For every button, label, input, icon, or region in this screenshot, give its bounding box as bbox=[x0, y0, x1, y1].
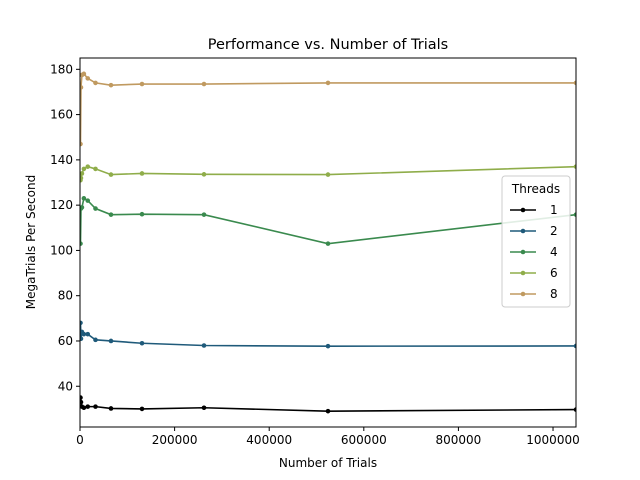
data-point bbox=[108, 172, 114, 177]
legend: Threads 1 2 4 6 8 bbox=[501, 175, 571, 308]
data-point bbox=[85, 164, 91, 169]
legend-entry-1: 1 bbox=[510, 203, 558, 217]
data-point bbox=[325, 241, 331, 246]
data-point bbox=[325, 172, 331, 177]
data-point bbox=[81, 166, 87, 172]
legend-entry-2: 2 bbox=[510, 224, 558, 238]
series-1 bbox=[80, 395, 576, 414]
legend-swatch-marker bbox=[520, 228, 526, 234]
y-tick-label: 40 bbox=[58, 379, 73, 393]
data-point bbox=[573, 80, 576, 86]
y-tick-label: 160 bbox=[50, 108, 73, 122]
series-line-2 bbox=[80, 322, 576, 347]
y-tick-label: 180 bbox=[50, 62, 73, 76]
series-8 bbox=[80, 71, 576, 147]
data-point bbox=[80, 171, 85, 176]
x-tick-label: 600000 bbox=[341, 433, 387, 447]
data-point bbox=[573, 343, 576, 349]
legend-label: 1 bbox=[550, 203, 558, 217]
data-point bbox=[85, 404, 91, 409]
data-point bbox=[139, 340, 145, 346]
data-point bbox=[85, 198, 91, 203]
data-point bbox=[201, 172, 207, 177]
data-point bbox=[325, 343, 331, 349]
data-point bbox=[108, 406, 114, 411]
data-point bbox=[108, 82, 114, 88]
data-point bbox=[139, 211, 145, 217]
y-tick-label: 120 bbox=[50, 198, 73, 212]
legend-swatch-marker bbox=[520, 291, 526, 297]
x-tick-label: 0 bbox=[76, 433, 84, 447]
data-point bbox=[80, 175, 84, 181]
data-point bbox=[201, 343, 207, 348]
data-point bbox=[80, 320, 83, 326]
axes: 0 200000 400000 600000 800000 1000000 40 60 80 10… bbox=[50, 57, 580, 447]
data-point bbox=[93, 206, 98, 211]
data-point bbox=[201, 212, 207, 217]
data-point bbox=[85, 76, 91, 81]
series-2 bbox=[80, 320, 576, 349]
data-point bbox=[108, 338, 114, 344]
plot-frame bbox=[79, 57, 577, 428]
data-point bbox=[80, 336, 84, 342]
series-6 bbox=[80, 164, 576, 183]
y-tick-label: 60 bbox=[58, 334, 73, 348]
data-point bbox=[85, 331, 91, 337]
data-point bbox=[93, 80, 98, 86]
data-point bbox=[139, 171, 145, 176]
series-layer bbox=[80, 71, 576, 414]
data-point bbox=[80, 241, 83, 246]
data-point bbox=[81, 331, 87, 337]
data-point bbox=[201, 81, 207, 87]
legend-swatch-marker bbox=[520, 207, 526, 213]
legend-swatch-marker bbox=[520, 249, 526, 255]
data-point bbox=[80, 205, 85, 210]
data-point bbox=[81, 71, 87, 77]
chart-title: Performance vs. Number of Trials bbox=[208, 37, 448, 53]
legend-label: 2 bbox=[550, 224, 558, 238]
x-tick-label: 1000000 bbox=[526, 433, 579, 447]
legend-label: 8 bbox=[550, 287, 558, 301]
data-point bbox=[201, 405, 207, 411]
legend-swatch-marker bbox=[520, 270, 526, 276]
x-tick-label: 800000 bbox=[436, 433, 482, 447]
y-axis-title: MegaTrials Per Second bbox=[24, 175, 38, 309]
legend-entry-6: 6 bbox=[510, 266, 558, 280]
data-point bbox=[80, 399, 84, 405]
legend-label: 6 bbox=[550, 266, 558, 280]
legend-title: Threads bbox=[511, 182, 560, 196]
x-axis-title: Number of Trials bbox=[279, 456, 377, 470]
legend-box bbox=[501, 175, 571, 308]
data-point bbox=[325, 80, 331, 86]
data-point bbox=[325, 408, 331, 414]
data-point bbox=[80, 85, 84, 90]
legend-label: 4 bbox=[550, 245, 558, 259]
data-point bbox=[573, 212, 576, 217]
data-point bbox=[81, 405, 87, 411]
y-tick-label: 80 bbox=[58, 289, 73, 303]
data-point bbox=[108, 212, 114, 217]
legend-entry-4: 4 bbox=[510, 245, 558, 259]
data-point bbox=[93, 404, 98, 409]
data-point bbox=[573, 164, 576, 169]
data-point bbox=[80, 395, 83, 400]
data-point bbox=[80, 141, 83, 147]
y-tick-label: 140 bbox=[50, 153, 73, 167]
y-tick-label: 100 bbox=[50, 243, 73, 257]
data-point bbox=[139, 406, 145, 412]
series-4 bbox=[80, 196, 576, 246]
data-point bbox=[139, 81, 145, 87]
data-point bbox=[81, 196, 87, 201]
data-point bbox=[573, 407, 576, 412]
data-point bbox=[93, 337, 98, 343]
data-point bbox=[93, 166, 98, 172]
legend-entry-8: 8 bbox=[510, 287, 558, 301]
x-tick-label: 200000 bbox=[152, 433, 198, 447]
x-tick-label: 400000 bbox=[246, 433, 292, 447]
